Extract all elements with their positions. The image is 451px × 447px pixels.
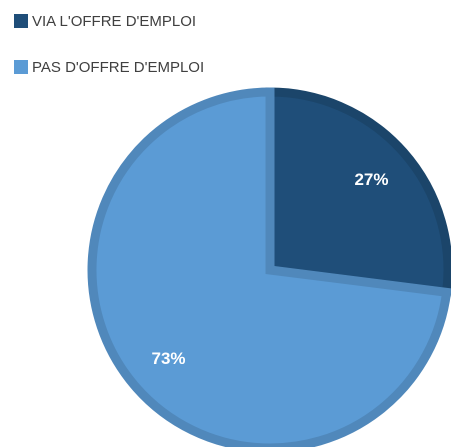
legend-label: VIA L'OFFRE D'EMPLOI [32, 13, 196, 30]
legend-label: PAS D'OFFRE D'EMPLOI [32, 59, 204, 76]
slice-label: 73% [152, 349, 186, 368]
legend-swatch [14, 14, 28, 28]
legend-swatch [14, 60, 28, 74]
pie-slice [265, 87, 451, 298]
slice-label: 27% [354, 170, 388, 189]
pie-slice [87, 87, 451, 447]
